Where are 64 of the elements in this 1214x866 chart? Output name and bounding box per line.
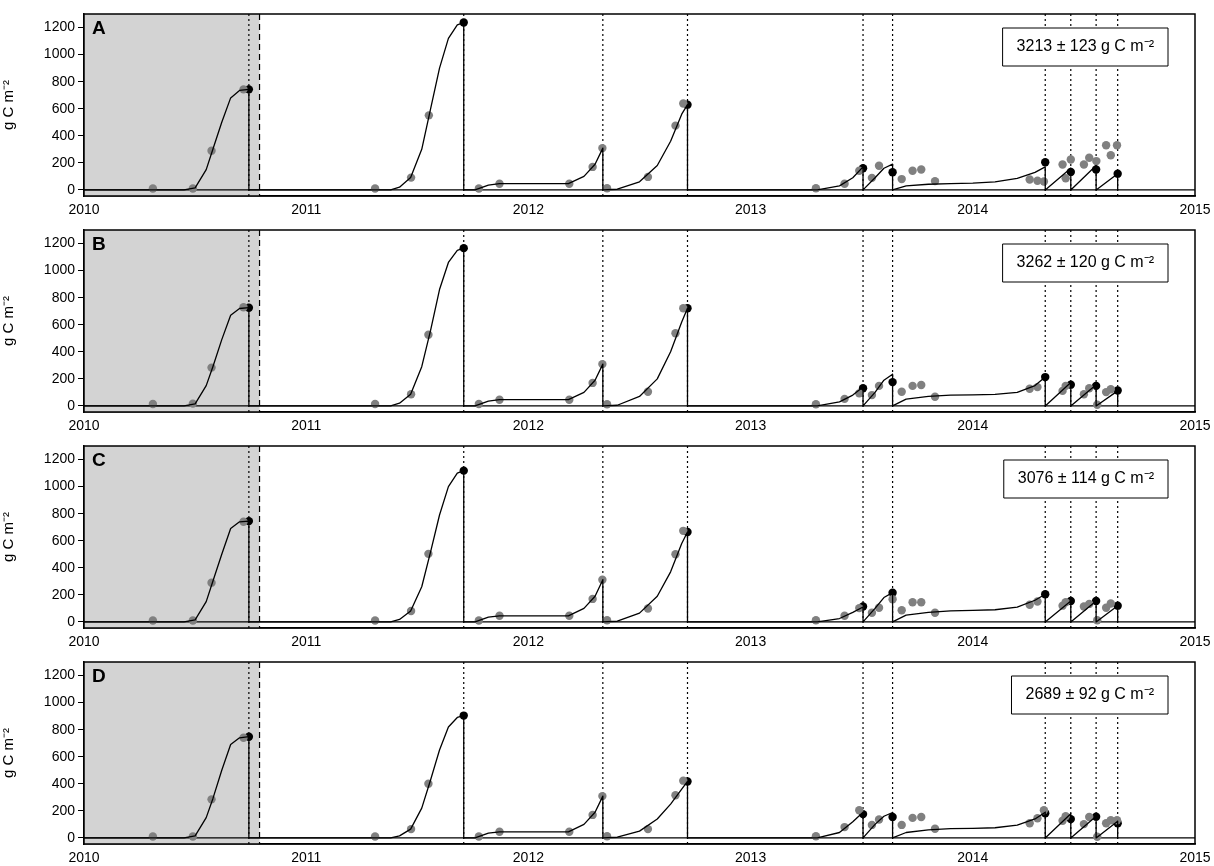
x-tick-label: 2013: [735, 417, 767, 434]
y-tick-label: 400: [51, 774, 76, 791]
y-tick-label: 0: [67, 612, 76, 629]
x-tick-label: 2010: [68, 201, 100, 218]
y-tick-label: 800: [51, 72, 76, 89]
y-tick-label: 800: [51, 288, 76, 305]
x-tick-label: 2015: [1179, 849, 1211, 866]
x-tick-label: 2014: [957, 849, 989, 866]
y-tick-label: 1200: [43, 666, 76, 683]
y-tick-label: 1000: [43, 477, 76, 494]
x-tick-label: 2011: [291, 633, 322, 650]
x-tick-label: 2012: [512, 417, 545, 434]
y-tick-label: 800: [51, 504, 76, 521]
annotation: 3213 ± 123 g C m⁻²: [1016, 37, 1155, 55]
x-tick-label: 2010: [68, 849, 100, 866]
y-tick-label: 0: [67, 828, 76, 845]
annotation: 2689 ± 92 g C m⁻²: [1025, 685, 1155, 703]
y-tick-label: 1200: [43, 234, 76, 251]
x-tick-label: 2013: [735, 201, 767, 218]
y-axis-title: g C m⁻²: [0, 512, 17, 562]
x-tick-label: 2012: [512, 633, 545, 650]
y-tick-label: 600: [51, 315, 76, 332]
x-tick-label: 2015: [1179, 417, 1211, 434]
annotation: A: [92, 16, 106, 38]
y-tick-label: 1000: [43, 693, 76, 710]
y-tick-label: 600: [51, 99, 76, 116]
y-tick-label: 1200: [43, 450, 76, 467]
x-tick-label: 2012: [512, 201, 545, 218]
y-tick-label: 1200: [43, 18, 76, 35]
y-tick-label: 400: [51, 342, 76, 359]
x-tick-label: 2012: [512, 849, 545, 866]
x-tick-label: 2011: [291, 849, 322, 866]
x-tick-label: 2014: [957, 633, 989, 650]
y-tick-label: 0: [67, 396, 76, 413]
y-tick-label: 800: [51, 720, 76, 737]
annotation: 3076 ± 114 g C m⁻²: [1017, 469, 1155, 487]
x-tick-label: 2011: [291, 201, 322, 218]
y-tick-label: 600: [51, 531, 76, 548]
y-axis-title: g C m⁻²: [0, 296, 17, 346]
annotation: B: [92, 232, 106, 254]
y-tick-label: 400: [51, 126, 76, 143]
y-tick-label: 200: [51, 801, 76, 818]
annotation: D: [92, 664, 106, 686]
y-tick-label: 600: [51, 747, 76, 764]
y-tick-label: 1000: [43, 45, 76, 62]
y-tick-label: 1000: [43, 261, 76, 278]
x-tick-label: 2011: [291, 417, 322, 434]
x-tick-label: 2014: [957, 417, 989, 434]
x-tick-label: 2010: [68, 633, 100, 650]
x-tick-label: 2014: [957, 201, 989, 218]
x-tick-label: 2013: [735, 849, 767, 866]
y-axis-title: g C m⁻²: [0, 728, 17, 778]
annotation: C: [92, 448, 106, 470]
x-tick-label: 2010: [68, 417, 100, 434]
x-tick-label: 2015: [1179, 633, 1211, 650]
y-axis-title: g C m⁻²: [0, 80, 17, 130]
y-tick-label: 400: [51, 558, 76, 575]
x-tick-label: 2013: [735, 633, 767, 650]
y-tick-label: 200: [51, 585, 76, 602]
x-tick-label: 2015: [1179, 201, 1211, 218]
y-tick-label: 0: [67, 180, 76, 197]
y-tick-label: 200: [51, 153, 76, 170]
annotation: 3262 ± 120 g C m⁻²: [1016, 253, 1155, 271]
y-tick-label: 200: [51, 369, 76, 386]
